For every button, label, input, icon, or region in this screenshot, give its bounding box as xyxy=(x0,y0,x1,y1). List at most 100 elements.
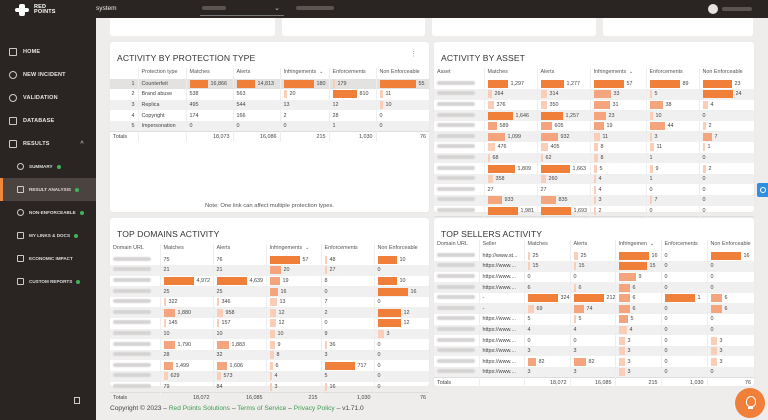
col-enforcements[interactable]: Enforcements xyxy=(645,68,699,79)
table-row[interactable]: https://www.... 0 0 9 0 0 xyxy=(434,271,754,283)
col-matches[interactable]: Matches xyxy=(185,68,233,79)
more-options-icon[interactable]: ⋮ xyxy=(410,51,417,58)
col-non-enforceable[interactable]: Non Enforceable xyxy=(698,68,754,79)
col-enforcements[interactable]: Enforcements xyxy=(320,244,374,255)
redacted-name[interactable] xyxy=(437,144,475,149)
sidebar-item-economic-impact[interactable]: ECONOMIC IMPACT xyxy=(0,247,96,270)
redacted-name[interactable] xyxy=(113,362,151,367)
table-row[interactable]: 2 Brand abuse 538 563 20 810 11 xyxy=(110,89,429,100)
seller-link[interactable]: http://www.st... xyxy=(478,250,524,262)
table-row[interactable]: 5 Impersonation 0 0 0 1 0 xyxy=(110,120,429,132)
redacted-name[interactable] xyxy=(437,316,475,321)
table-row[interactable]: https://www.... 0 0 3 0 3 xyxy=(434,335,754,346)
col-alerts[interactable]: Alerts xyxy=(232,68,280,79)
table-row[interactable]: 1,499 1,606 6 717 0 xyxy=(110,360,429,372)
col-infringements[interactable]: Infringements ⌄ xyxy=(589,68,646,79)
table-row[interactable]: 1 Counterfeit 16,866 14,813 180 179 55 xyxy=(110,78,429,90)
redacted-name[interactable] xyxy=(437,101,475,106)
terms-link[interactable]: Terms of Service xyxy=(237,405,287,412)
sidebar-item-results[interactable]: RESULTS ^ xyxy=(0,132,96,155)
table-row[interactable]: http://www.st... 25 25 16 0 16 xyxy=(434,250,754,262)
lightbulb-help-icon[interactable] xyxy=(735,388,765,418)
redacted-name[interactable] xyxy=(437,186,475,191)
col-infringements[interactable]: Infringements ⌄ xyxy=(279,68,329,79)
seller-link[interactable]: https://www.... xyxy=(478,261,524,272)
col-alerts[interactable]: Alerts xyxy=(536,68,590,79)
col-non-enforceable[interactable]: Non Enforceable xyxy=(373,244,429,255)
col-infringements[interactable]: Infringements ⌄ xyxy=(265,244,321,255)
sidebar-item-custom-reports[interactable]: CUSTOM REPORTS xyxy=(0,270,96,293)
redacted-name[interactable] xyxy=(437,326,475,331)
redacted-name[interactable] xyxy=(437,197,475,202)
table-row[interactable]: 28 32 8 3 0 xyxy=(110,349,429,361)
table-row[interactable]: https://www.... 82 82 3 0 3 xyxy=(434,356,754,368)
redacted-name[interactable] xyxy=(113,309,151,314)
table-row[interactable]: 68 62 8 1 0 xyxy=(434,152,754,164)
table-row[interactable]: https://www.... 4 4 4 0 0 xyxy=(434,324,754,336)
seller-link[interactable]: https://www.... xyxy=(478,314,524,325)
redacted-name[interactable] xyxy=(437,369,475,374)
seller-link[interactable]: https://www.... xyxy=(478,282,524,293)
table-row[interactable]: -324 212 6 1 6 xyxy=(434,292,754,304)
seller-link[interactable]: https://www.... xyxy=(478,271,524,283)
table-row[interactable]: 1,297 1,277 57 89 23 xyxy=(434,78,754,90)
redacted-name[interactable] xyxy=(113,277,151,282)
table-row[interactable]: 322 346 13 7 0 xyxy=(110,296,429,308)
table-row[interactable]: 27 27 4 0 0 xyxy=(434,184,754,196)
sidebar-item-validation[interactable]: VALIDATION xyxy=(0,86,96,109)
table-row[interactable]: 476 405 8 11 1 xyxy=(434,142,754,153)
table-row[interactable]: 1,880 958 12 2 12 xyxy=(110,307,429,319)
redacted-name[interactable] xyxy=(437,295,475,300)
collapse-sidebar-icon[interactable] xyxy=(74,397,80,404)
table-row[interactable]: 376 350 31 38 4 xyxy=(434,99,754,111)
table-row[interactable]: 145 157 12 0 12 xyxy=(110,318,429,329)
table-row[interactable]: 25 25 16 0 16 xyxy=(110,286,429,297)
seller-link[interactable]: - xyxy=(478,303,524,315)
redacted-name[interactable] xyxy=(113,341,151,346)
col-enforcements[interactable]: Enforcements xyxy=(328,68,376,79)
sidebar-item-result-analysis[interactable]: RESULT ANALYSIS xyxy=(0,178,96,201)
redacted-name[interactable] xyxy=(437,80,475,85)
redacted-name[interactable] xyxy=(437,207,475,212)
redacted-name[interactable] xyxy=(437,176,475,181)
col-matches[interactable]: Matches xyxy=(523,240,570,251)
sidebar-item-my-links-docs[interactable]: MY LINKS & DOCS xyxy=(0,224,96,247)
redacted-name[interactable] xyxy=(437,165,475,170)
seller-link[interactable]: https://www.... xyxy=(478,367,524,378)
table-row[interactable]: 1,099 932 11 3 7 xyxy=(434,131,754,143)
redacted-name[interactable] xyxy=(437,252,475,257)
redacted-name[interactable] xyxy=(113,267,151,272)
seller-link[interactable]: https://www.... xyxy=(478,356,524,368)
col-asset[interactable]: Asset xyxy=(437,69,451,75)
redacted-name[interactable] xyxy=(437,305,475,310)
redacted-name[interactable] xyxy=(113,256,151,261)
table-row[interactable]: https://www.... 5 5 5 0 0 xyxy=(434,314,754,325)
table-row[interactable]: -69 74 6 0 6 xyxy=(434,303,754,315)
seller-link[interactable]: - xyxy=(478,292,524,304)
table-row[interactable]: https://www.... 15 15 15 0 0 xyxy=(434,261,754,272)
table-row[interactable]: 75 76 57 48 10 xyxy=(110,254,429,266)
redacted-name[interactable] xyxy=(113,383,151,388)
table-row[interactable]: https://www.... 6 6 6 0 0 xyxy=(434,282,754,293)
table-row[interactable]: 10 10 10 9 3 xyxy=(110,328,429,340)
search-widget-icon[interactable] xyxy=(757,183,768,197)
table-row[interactable]: 264 314 33 5 24 xyxy=(434,89,754,100)
table-row[interactable]: 1,646 1,257 23 10 0 xyxy=(434,110,754,121)
redacted-name[interactable] xyxy=(437,284,475,289)
redacted-name[interactable] xyxy=(437,91,475,96)
redacted-name[interactable] xyxy=(113,320,151,325)
sidebar-item-home[interactable]: HOME xyxy=(0,40,96,63)
table-row[interactable]: 1,981 1,693 2 0 0 xyxy=(434,205,754,217)
col-seller[interactable]: Seller xyxy=(478,240,524,251)
sidebar-item-summary[interactable]: SUMMARY xyxy=(0,155,96,178)
col-enforcements[interactable]: Enforcements xyxy=(660,240,707,251)
table-row[interactable]: 4 Copyright 174 166 2 28 0 xyxy=(110,110,429,121)
seller-link[interactable]: https://www.... xyxy=(478,335,524,346)
redacted-name[interactable] xyxy=(113,299,151,304)
redacted-name[interactable] xyxy=(437,123,475,128)
redacted-name[interactable] xyxy=(113,288,151,293)
avatar[interactable] xyxy=(708,4,718,14)
table-row[interactable]: 358 260 4 1 0 xyxy=(434,173,754,185)
chevron-up-icon[interactable]: ^ xyxy=(80,140,84,147)
brand-logo[interactable]: RED POINTS xyxy=(0,0,96,20)
